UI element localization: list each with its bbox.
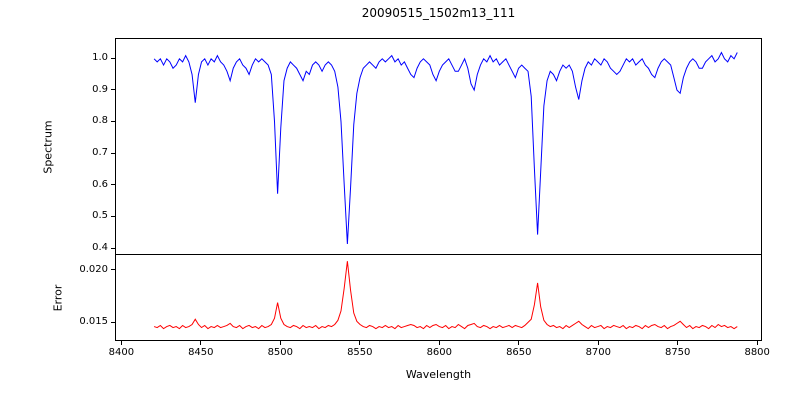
spectrum-plot-area — [115, 38, 762, 255]
error-y-tick-label: 0.020 — [79, 263, 108, 275]
spectrum-line — [153, 51, 738, 245]
x-tick-mark — [200, 341, 202, 345]
error-y-tick-mark — [111, 269, 115, 271]
x-tick-mark — [120, 341, 122, 345]
spectrum-y-tick-mark — [111, 247, 115, 249]
x-tick-label: 8750 — [664, 347, 691, 358]
x-tick-label: 8500 — [267, 347, 294, 358]
chart-title: 20090515_1502m13_111 — [361, 6, 516, 20]
spectrum-y-tick-mark — [111, 184, 115, 186]
spectrum-y-tick-label: 0.8 — [92, 115, 108, 127]
x-tick-label: 8600 — [426, 347, 453, 358]
x-tick-label: 8450 — [188, 347, 214, 358]
spectrum-y-tick-label: 0.4 — [92, 242, 108, 253]
x-tick-label: 8700 — [585, 347, 612, 358]
spectrum-y-tick-mark — [111, 215, 115, 217]
spectrum-y-tick-label: 0.6 — [92, 178, 108, 190]
spectrum-y-tick-mark — [111, 57, 115, 59]
error-line — [153, 261, 738, 330]
error-plot-area — [115, 255, 762, 341]
spectrum-y-tick-mark — [111, 120, 115, 122]
x-tick-mark — [438, 341, 440, 345]
x-tick-mark — [279, 341, 281, 345]
spectrum-y-tick-label: 0.5 — [92, 210, 108, 222]
spectrum-y-tick-label: 0.7 — [92, 147, 108, 158]
spectrum-y-tick-mark — [111, 89, 115, 91]
x-tick-label: 8800 — [744, 347, 770, 358]
spectrum-y-tick-label: 0.9 — [92, 83, 108, 95]
x-tick-mark — [756, 341, 758, 345]
spectrum-y-tick-label: 1.0 — [92, 52, 108, 63]
x-tick-label: 8650 — [506, 347, 532, 358]
error-y-tick-mark — [111, 321, 115, 323]
error-y-tick-label: 0.015 — [79, 316, 108, 328]
x-tick-mark — [677, 341, 679, 345]
x-tick-mark — [359, 341, 361, 345]
x-tick-label: 8400 — [108, 347, 135, 358]
x-tick-label: 8550 — [347, 347, 373, 358]
x-tick-mark — [518, 341, 520, 345]
x-axis-label: Wavelength — [405, 368, 472, 381]
spectrum-y-tick-mark — [111, 152, 115, 154]
x-tick-mark — [597, 341, 599, 345]
error-y-axis-label: Error — [51, 284, 65, 312]
